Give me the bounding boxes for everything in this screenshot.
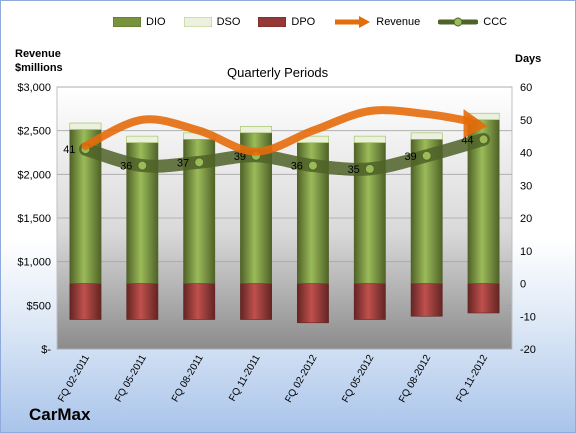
category-label: FQ 02-2011 (56, 353, 92, 404)
left-tick-label: $3,000 (17, 82, 51, 94)
bar-dso (69, 122, 102, 130)
brand-label: CarMax (29, 405, 91, 424)
legend-item-ccc: CCC (438, 16, 507, 28)
left-tick-label: $500 (27, 300, 51, 312)
legend-swatch-dio (113, 17, 141, 27)
legend-label-ccc: CCC (483, 16, 508, 28)
ccc-data-label: 41 (63, 144, 75, 156)
right-tick-label: 50 (520, 115, 532, 127)
left-tick-label: $2,500 (17, 126, 51, 138)
left-tick-label: $1,500 (17, 213, 51, 225)
legend-label-revenue: Revenue (376, 16, 421, 28)
bar-dso (410, 132, 443, 140)
series-revenue-line (81, 106, 474, 156)
revenue-arrowhead (463, 109, 488, 139)
left-tick-label: $- (41, 344, 51, 356)
right-tick-label: -20 (520, 344, 536, 356)
ccc-data-label: 39 (234, 151, 246, 163)
category-label: FQ 05-2012 (340, 353, 376, 405)
ccc-data-label: 44 (461, 134, 473, 146)
category-label: FQ 08-2012 (397, 353, 433, 405)
legend-item-dpo: DPO (258, 16, 315, 28)
bar-dso (353, 135, 386, 143)
ccc-data-label: 37 (177, 157, 189, 169)
bar-dpo (69, 283, 102, 320)
legend-label-dpo: DPO (291, 16, 316, 28)
chart-title: Quarterly Periods (227, 65, 329, 80)
category-label: FQ 05-2011 (113, 353, 149, 404)
ccc-data-label: 36 (291, 161, 303, 173)
ccc-point (194, 157, 205, 168)
bar-dpo (296, 283, 329, 324)
ccc-data-label: 36 (120, 161, 132, 173)
ccc-data-label: 39 (404, 151, 416, 163)
left-tick-label: $1,000 (17, 257, 51, 269)
legend: DIO DSO DPO Revenue CCC (113, 11, 525, 33)
ccc-point (478, 134, 489, 145)
ccc-point (307, 160, 318, 171)
ccc-point (421, 150, 432, 161)
legend-label-dio: DIO (146, 16, 166, 28)
category-label: FQ 11-2012 (454, 353, 490, 404)
bar-dpo (240, 283, 273, 320)
category-label: FQ 08-2011 (170, 353, 206, 404)
right-tick-label: 0 (520, 279, 526, 291)
bar-dpo (410, 283, 443, 317)
legend-item-revenue: Revenue (333, 16, 420, 28)
right-tick-label: 60 (520, 82, 532, 94)
ccc-point (137, 160, 148, 171)
left-axis-title: Revenue $millions (15, 48, 63, 74)
right-tick-label: 40 (520, 148, 532, 160)
category-label: FQ 02-2012 (283, 353, 319, 405)
legend-item-dso: DSO (183, 16, 241, 28)
bar-dpo (353, 283, 386, 320)
ccc-data-label: 35 (348, 164, 360, 176)
right-axis-title: Days (515, 53, 542, 65)
bar-dpo (467, 283, 500, 314)
legend-label-dso: DSO (216, 16, 241, 28)
bar-dpo (183, 283, 216, 320)
legend-item-dio: DIO (113, 16, 166, 28)
category-label: FQ 11-2011 (227, 353, 263, 404)
right-tick-label: 10 (520, 246, 532, 258)
right-tick-label: 20 (520, 213, 532, 225)
legend-swatch-dso (183, 17, 212, 27)
legend-swatch-dpo (258, 17, 287, 27)
ccc-point (364, 163, 375, 174)
legend-swatch-ccc (438, 17, 479, 27)
left-tick-label: $2,000 (17, 169, 51, 181)
right-tick-label: 30 (520, 180, 532, 192)
right-tick-label: -10 (520, 311, 536, 323)
legend-swatch-revenue (335, 16, 371, 28)
bar-dso (240, 126, 273, 134)
bar-dso (126, 135, 159, 143)
bar-dpo (126, 283, 159, 320)
